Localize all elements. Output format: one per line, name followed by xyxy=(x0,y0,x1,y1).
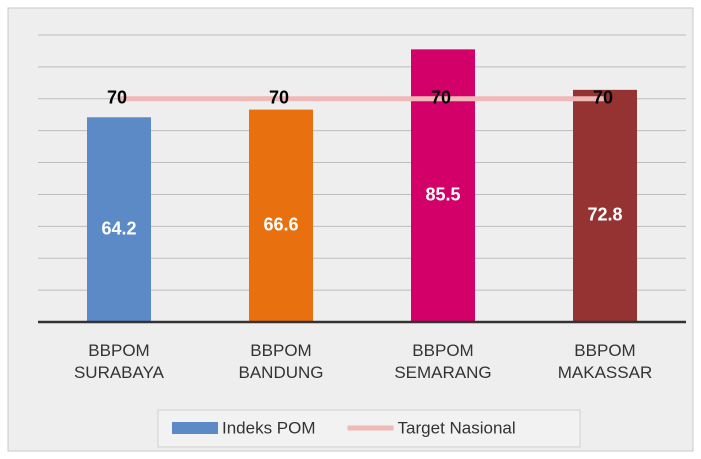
data-label: 70 xyxy=(107,88,127,108)
data-label: 64.2 xyxy=(101,218,136,238)
bar xyxy=(87,117,151,322)
legend-label: Target Nasional xyxy=(398,418,516,437)
x-tick-label: BBPOM SEMARANG xyxy=(394,341,492,382)
x-tick-label: BBPOM BANDUNG xyxy=(238,341,324,382)
legend-label: Indeks POM xyxy=(222,418,316,437)
legend-swatch xyxy=(172,422,218,434)
bar xyxy=(249,109,313,323)
data-label: 70 xyxy=(269,88,289,108)
data-label: 66.6 xyxy=(263,215,298,235)
bar xyxy=(573,89,637,322)
x-tick-label: BBPOM SURABAYA xyxy=(73,341,165,382)
x-tick-label: BBPOM MAKASSAR xyxy=(557,341,653,382)
data-label: 70 xyxy=(593,88,613,108)
data-label: 70 xyxy=(431,88,451,108)
data-label: 72.8 xyxy=(587,205,622,225)
bar xyxy=(411,49,475,322)
data-label: 85.5 xyxy=(425,184,460,204)
